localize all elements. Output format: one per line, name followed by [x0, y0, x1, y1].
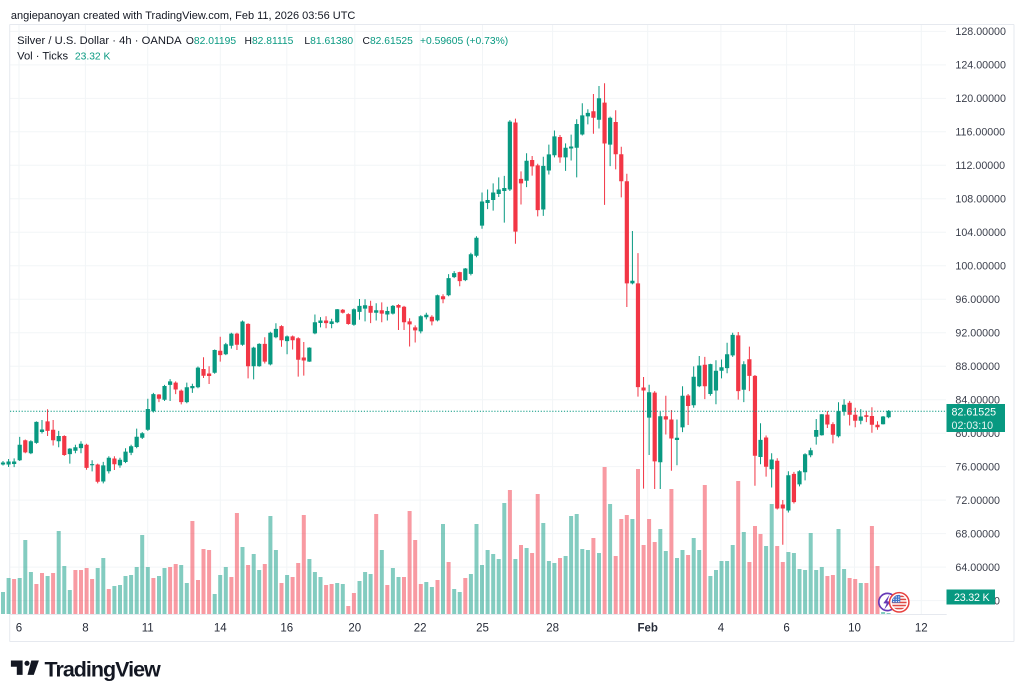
svg-text:20: 20: [348, 622, 361, 634]
svg-text:76.00000: 76.00000: [955, 461, 1000, 473]
svg-text:12: 12: [915, 622, 928, 634]
svg-text:16: 16: [280, 622, 293, 634]
svg-text:28: 28: [546, 622, 559, 634]
svg-text:120.00000: 120.00000: [955, 93, 1006, 105]
svg-text:+0.59605 (+0.73%): +0.59605 (+0.73%): [420, 36, 508, 47]
svg-text:L81.61380: L81.61380: [304, 36, 353, 47]
svg-text:O82.01195: O82.01195: [186, 36, 236, 47]
svg-text:92.00000: 92.00000: [955, 328, 1000, 340]
svg-text:4: 4: [718, 622, 725, 634]
svg-text:64.00000: 64.00000: [955, 562, 1000, 574]
svg-text:Silver / U.S. Dollar · 4h · OA: Silver / U.S. Dollar · 4h · OANDA: [17, 35, 182, 47]
svg-text:82.61525: 82.61525: [952, 406, 997, 418]
svg-text:Vol · Ticks: Vol · Ticks: [17, 50, 68, 62]
svg-text:25: 25: [476, 622, 489, 634]
svg-text:22: 22: [414, 622, 427, 634]
svg-text:6: 6: [16, 622, 22, 634]
svg-text:88.00000: 88.00000: [955, 361, 1000, 373]
svg-text:11: 11: [142, 622, 154, 634]
svg-text:104.00000: 104.00000: [955, 227, 1006, 239]
svg-text:96.00000: 96.00000: [955, 294, 1000, 306]
svg-text:100.00000: 100.00000: [955, 261, 1006, 273]
svg-text:02:03:10: 02:03:10: [952, 420, 994, 432]
svg-text:108.00000: 108.00000: [955, 194, 1006, 206]
svg-text:TradingView: TradingView: [45, 657, 162, 681]
svg-text:8: 8: [82, 622, 88, 634]
svg-text:H82.81115: H82.81115: [245, 36, 294, 47]
svg-text:10: 10: [848, 622, 861, 634]
svg-text:6: 6: [783, 622, 789, 634]
svg-text:116.00000: 116.00000: [955, 127, 1005, 139]
svg-text:72.00000: 72.00000: [955, 495, 1000, 507]
svg-text:23.32 K: 23.32 K: [75, 51, 111, 62]
svg-text:14: 14: [214, 622, 227, 634]
svg-text:angiepanoyan created with Trad: angiepanoyan created with TradingView.co…: [11, 10, 356, 22]
svg-text:C82.61525: C82.61525: [363, 36, 414, 47]
svg-text:124.00000: 124.00000: [955, 60, 1006, 72]
svg-text:112.00000: 112.00000: [955, 160, 1005, 172]
svg-text:128.00000: 128.00000: [955, 26, 1006, 38]
svg-text:23.32 K: 23.32 K: [954, 592, 991, 604]
svg-text:68.00000: 68.00000: [955, 528, 1000, 540]
svg-text:Feb: Feb: [637, 622, 657, 634]
svg-text:84.00000: 84.00000: [955, 395, 1000, 407]
